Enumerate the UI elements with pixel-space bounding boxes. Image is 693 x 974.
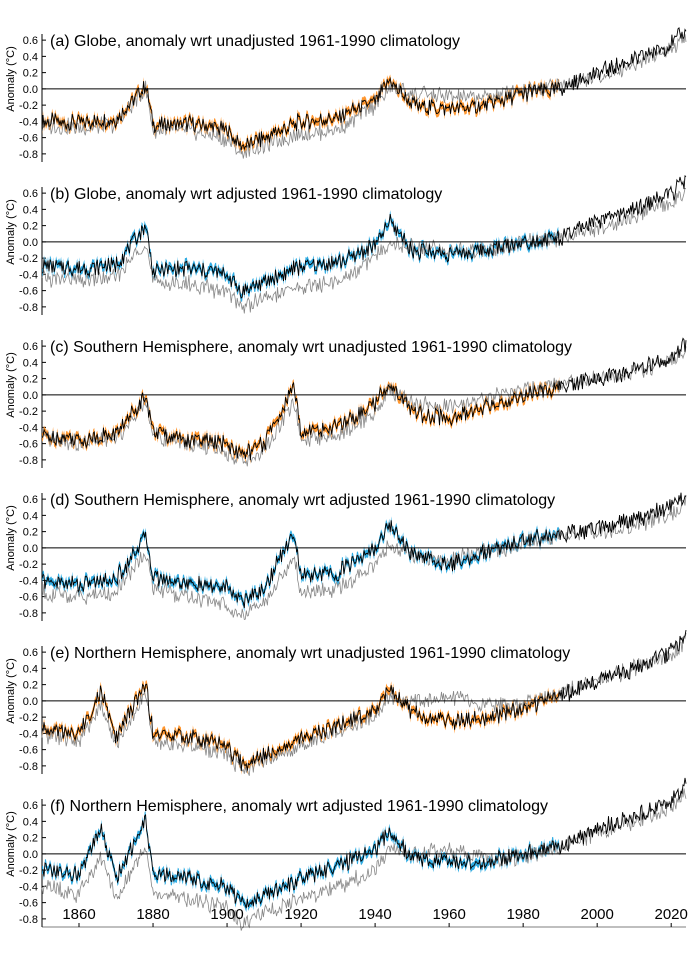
series-line	[41, 337, 687, 461]
y-tick-label: -0.8	[19, 455, 38, 467]
chart-panel-c: 0.6 0.4 0.2 0.0 -0.2 -0.4 -0.6 -0.8 Anomaly (°C)…	[5, 337, 687, 468]
uncertainty-band	[42, 376, 560, 465]
chart-panel-e: 0.6 0.4 0.2 0.0 -0.2 -0.4 -0.6 -0.8 Anomaly (°C)…	[5, 630, 687, 776]
x-tick-label: 1880	[136, 906, 169, 923]
y-tick-label: 0.4	[23, 357, 38, 369]
x-tick-label: 1960	[432, 906, 465, 923]
y-tick-label: -0.6	[19, 133, 38, 145]
y-tick-label: -0.8	[19, 149, 38, 161]
x-tick-label: 2000	[580, 906, 613, 923]
y-tick-label: -0.2	[19, 406, 38, 418]
x-tick-label: 1860	[62, 906, 95, 923]
series-line	[41, 33, 687, 159]
y-tick-label: -0.2	[19, 100, 38, 112]
y-tick-label: 0.4	[23, 510, 38, 522]
y-tick-label: 0.4	[23, 51, 38, 63]
y-tick-label: 0.2	[23, 68, 38, 80]
y-tick-label: 0.4	[23, 663, 38, 675]
chart-panel-a: 0.6 0.4 0.2 0.0 -0.2 -0.4 -0.6 -0.8 Anomaly (°C)…	[5, 27, 687, 162]
y-tick-label: -0.4	[19, 116, 38, 128]
uncertainty-band	[42, 74, 560, 154]
y-tick-label: -0.6	[19, 439, 38, 451]
y-tick-label: -0.6	[19, 286, 38, 298]
y-axis-label: Anomaly (°C)	[5, 811, 17, 877]
x-tick-label: 1940	[358, 906, 391, 923]
series-line	[41, 492, 687, 609]
y-tick-label: -0.8	[19, 608, 38, 620]
y-tick-label: -0.6	[19, 898, 38, 910]
panel-title: (a) Globe, anomaly wrt unadjusted 1961-1…	[50, 33, 460, 50]
y-tick-label: 0.2	[23, 833, 38, 845]
chart-panel-b: 0.6 0.4 0.2 0.0 -0.2 -0.4 -0.6 -0.8 Anomaly (°C)…	[5, 175, 687, 315]
y-axis-label: Anomaly (°C)	[5, 46, 17, 112]
y-tick-label: 0.0	[23, 849, 38, 861]
panel-title: (e) Northern Hemisphere, anomaly wrt una…	[50, 645, 570, 662]
y-tick-label: 0.4	[23, 204, 38, 216]
x-tick-label: 1980	[506, 906, 539, 923]
y-tick-label: 0.0	[23, 237, 38, 249]
x-tick-label: 2020	[655, 906, 688, 923]
y-tick-label: 0.0	[23, 696, 38, 708]
y-tick-label: 0.6	[23, 800, 38, 812]
y-tick-label: -0.4	[19, 422, 38, 434]
y-tick-label: 0.4	[23, 816, 38, 828]
y-tick-label: -0.2	[19, 865, 38, 877]
series-line	[41, 777, 687, 909]
y-tick-label: 0.2	[23, 221, 38, 233]
y-tick-label: 0.6	[23, 494, 38, 506]
y-tick-label: -0.2	[19, 712, 38, 724]
x-tick-label: 1900	[210, 906, 243, 923]
series-line	[41, 494, 687, 621]
y-tick-label: -0.4	[19, 575, 38, 587]
y-tick-label: 0.2	[23, 374, 38, 386]
y-axis-label: Anomaly (°C)	[5, 658, 17, 724]
panel-title: (b) Globe, anomaly wrt adjusted 1961-199…	[50, 186, 442, 203]
y-tick-label: -0.2	[19, 253, 38, 265]
series-line	[41, 346, 687, 467]
y-tick-label: -0.6	[19, 592, 38, 604]
series-line	[41, 630, 687, 771]
y-axis-label: Anomaly (°C)	[5, 199, 17, 265]
series-line	[41, 788, 687, 931]
y-tick-label: -0.4	[19, 728, 38, 740]
series-line	[41, 27, 687, 151]
chart-panel-f: 0.6 0.4 0.2 0.0 -0.2 -0.4 -0.6 -0.8 Anomaly (°C)…	[5, 777, 688, 931]
y-axis-label: Anomaly (°C)	[5, 505, 17, 571]
y-tick-label: -0.8	[19, 914, 38, 926]
y-tick-label: 0.6	[23, 341, 38, 353]
series-line	[41, 175, 687, 299]
y-tick-label: 0.0	[23, 84, 38, 96]
y-tick-label: -0.8	[19, 761, 38, 773]
y-tick-label: -0.4	[19, 269, 38, 281]
y-tick-label: -0.4	[19, 881, 38, 893]
y-tick-label: 0.6	[23, 35, 38, 47]
y-tick-label: 0.0	[23, 543, 38, 555]
y-tick-label: 0.6	[23, 647, 38, 659]
y-tick-label: -0.2	[19, 559, 38, 571]
panel-title: (f) Northern Hemisphere, anomaly wrt adj…	[50, 798, 548, 815]
series-line	[41, 187, 687, 314]
y-axis-label: Anomaly (°C)	[5, 352, 17, 418]
panel-title: (d) Southern Hemisphere, anomaly wrt adj…	[50, 492, 555, 509]
y-tick-label: -0.8	[19, 302, 38, 314]
y-tick-label: -0.6	[19, 745, 38, 757]
chart-panel-d: 0.6 0.4 0.2 0.0 -0.2 -0.4 -0.6 -0.8 Anomaly (°C)…	[5, 492, 687, 621]
y-tick-label: 0.2	[23, 527, 38, 539]
x-tick-label: 1920	[284, 906, 317, 923]
y-tick-label: 0.0	[23, 390, 38, 402]
y-tick-label: 0.2	[23, 680, 38, 692]
panel-title: (c) Southern Hemisphere, anomaly wrt una…	[50, 339, 572, 356]
y-tick-label: 0.6	[23, 188, 38, 200]
